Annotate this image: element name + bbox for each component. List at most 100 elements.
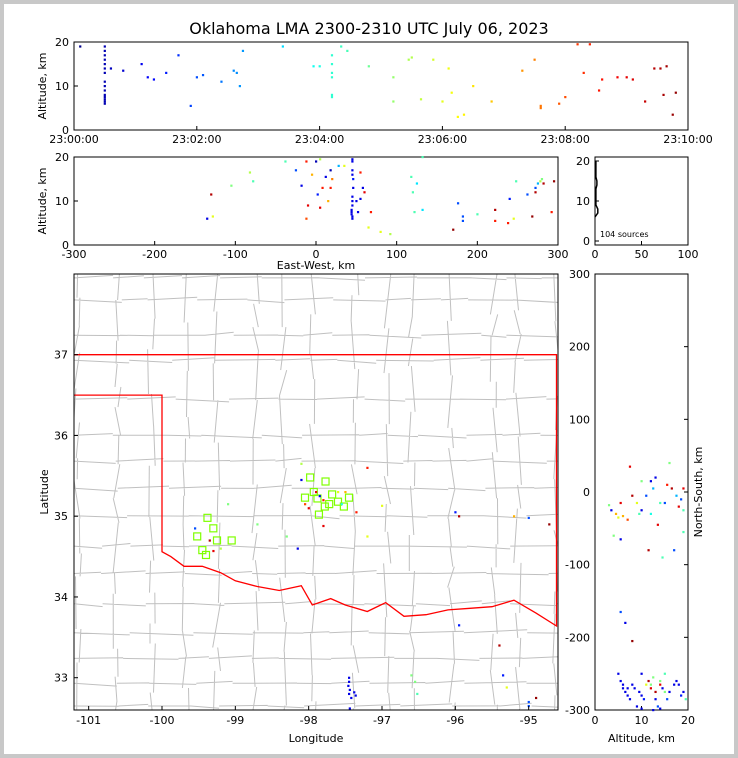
lma-station [193,532,202,541]
lma-station [201,550,211,560]
tick-label: -200 [142,248,167,261]
map-content [74,274,558,710]
tick-label: 0 [592,248,599,261]
ns-point [663,690,666,694]
ew-point [248,171,252,174]
ns-point [621,514,625,518]
time-point [631,78,634,81]
ew-point [421,156,424,159]
oklahoma-border [74,354,558,628]
ew-point [329,169,332,172]
ns-point [621,687,625,690]
time-point [450,91,453,94]
map-source-point [347,684,350,687]
time-point [582,71,585,74]
time-point [539,107,542,110]
ns-point [642,698,646,701]
ew-point [211,215,214,218]
tick-label: -95 [520,714,538,727]
y-axis-label: North-South, km [692,447,705,538]
tick-label: -300 [565,704,590,717]
ew-point [316,193,319,196]
time-point [419,98,423,101]
tick-label: 100 [569,413,590,426]
ns-point [649,480,652,483]
map-source-point [458,515,461,518]
tick-label: 36 [54,429,68,442]
ns-point [666,483,669,486]
ew-point [359,197,362,200]
ns-point [680,498,683,501]
lma-station [212,536,222,545]
tick-label: 34 [54,591,68,604]
time-point [103,58,106,61]
time-point [659,67,662,70]
ew-point [310,173,314,176]
ns-point [652,709,655,712]
y-axis-label: Latitude [38,469,51,515]
time-point [152,78,156,81]
time-point [392,76,395,79]
time-point [662,93,665,96]
time-point [241,49,245,52]
ns-point [663,672,666,675]
ew-point [363,191,366,194]
time-point [201,74,205,77]
time-point [346,49,349,52]
ew-point [327,200,330,203]
tick-label: 35 [54,510,68,523]
time-point [588,43,591,46]
map-source-point [454,511,457,514]
time-point [410,56,413,59]
map-source-point [208,539,211,542]
ew-point [389,233,392,236]
time-point [281,45,284,48]
ew-altitude-panel: -300 -200 -100 0 100 200 300 0 10 20 East-West, km… [36,151,569,272]
y-axis-label: Altitude, km [36,167,49,234]
ns-point [652,676,655,679]
time-point [490,100,493,103]
ew-point [413,211,416,214]
ew-point [306,204,310,207]
ew-point [252,180,255,183]
tick-label: 10 [55,195,69,208]
time-point [103,96,106,99]
ns-point [628,465,632,468]
map-source-point [366,466,369,469]
ew-point [536,182,540,185]
time-point [103,80,106,83]
ns-point [645,683,648,686]
time-point [330,96,334,99]
ns-point [619,501,622,505]
map-source-point [337,491,340,494]
tick-label: 33 [54,672,68,685]
ns-point [659,679,662,683]
tick-label: 23:08:00 [540,133,589,146]
ns-point [619,610,622,614]
time-point [103,71,106,74]
ew-point [494,208,497,211]
ns-point [638,690,641,694]
axes-frame [73,156,559,246]
time-point [140,63,143,66]
county-boundaries [74,274,558,710]
time-point [653,67,656,70]
map-source-point [227,503,230,506]
ew-point [415,182,419,185]
ns-point [640,707,643,710]
time-point [665,65,668,68]
time-point [195,76,198,79]
ew-point [324,175,327,178]
ew-point [230,184,233,187]
tick-label: -101 [76,714,101,727]
time-point [533,58,536,61]
axes-frame [73,41,689,131]
time-point [109,67,113,70]
ew-point [508,197,511,200]
ew-point [526,193,529,196]
map-source-point [513,515,516,518]
time-point [103,49,106,52]
ew-point [305,217,308,220]
tick-label: 20 [576,155,590,168]
lma-station [314,510,324,519]
